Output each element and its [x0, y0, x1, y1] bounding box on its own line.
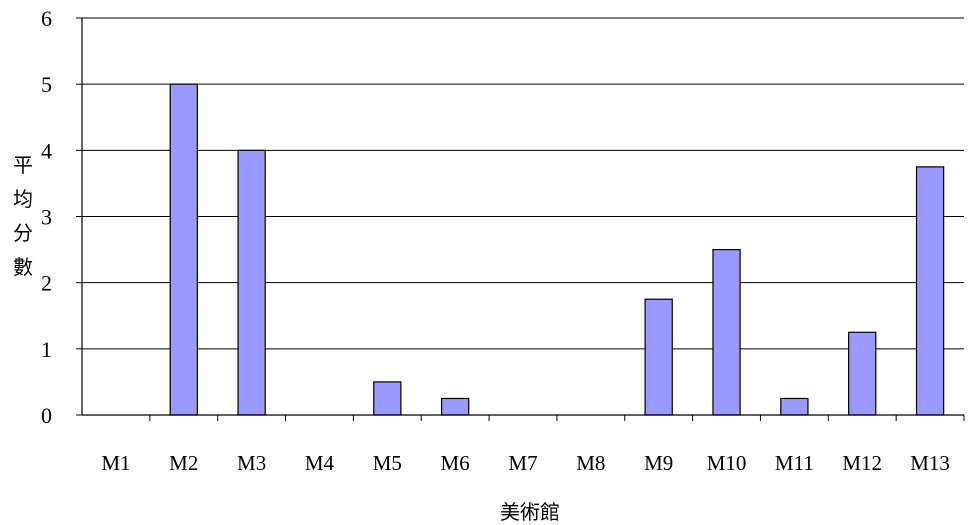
- x-tick-label: M11: [775, 451, 814, 475]
- x-tick-label: M7: [508, 451, 537, 475]
- y-tick-label: 1: [41, 337, 52, 362]
- x-tick-label: M12: [842, 451, 882, 475]
- x-tick-label: M10: [707, 451, 747, 475]
- x-tick-label: M4: [305, 451, 335, 475]
- y-tick-label: 6: [41, 6, 52, 31]
- y-tick-label: 5: [41, 72, 52, 97]
- axes: [76, 17, 965, 421]
- bar: [848, 331, 877, 416]
- y-tick-label: 4: [41, 138, 52, 163]
- x-tick-label: M13: [910, 451, 950, 475]
- x-tick-label: M9: [644, 451, 673, 475]
- x-tick-labels: M1 M2 M3 M4 M5 M6 M7 M8 M9 M10 M11 M12 M13: [101, 451, 950, 475]
- bar: [915, 166, 945, 416]
- y-axis-label-char: 數: [13, 255, 33, 279]
- x-tick-label: M2: [169, 451, 198, 475]
- x-axis-label: 美術館: [500, 500, 560, 524]
- bar: [373, 381, 402, 416]
- bars: [169, 83, 945, 416]
- bar: [644, 298, 673, 416]
- bar: [780, 397, 809, 416]
- bar: [440, 397, 470, 416]
- gridlines: [82, 17, 964, 350]
- y-axis-label-char: 平: [13, 153, 33, 177]
- y-axis-label-char: 均: [13, 187, 33, 211]
- y-axis-label-char: 分: [13, 221, 33, 245]
- x-tick-label: M6: [441, 451, 470, 475]
- y-tick-labels: 0 1 2 3 4 5 6: [41, 6, 52, 428]
- y-axis-label: 平 均 分 數: [8, 148, 38, 284]
- bar: [237, 149, 266, 416]
- x-tick-label: M8: [576, 451, 605, 475]
- y-tick-label: 3: [41, 205, 52, 230]
- bar: [712, 248, 741, 416]
- x-tick-label: M5: [373, 451, 402, 475]
- x-tick-label: M3: [237, 451, 266, 475]
- y-tick-label: 0: [41, 403, 52, 428]
- x-tick-label: M1: [101, 451, 130, 475]
- bar: [169, 83, 198, 416]
- y-tick-label: 2: [41, 271, 52, 296]
